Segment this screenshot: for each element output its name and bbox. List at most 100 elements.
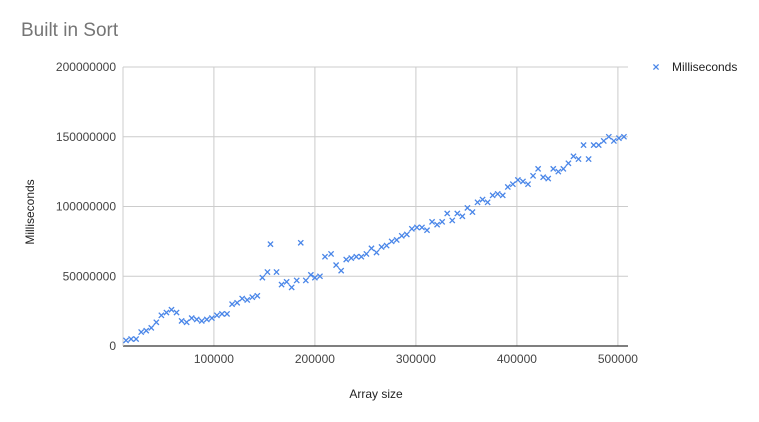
grid-lines (123, 66, 628, 346)
tick-labels: 0 50000000 100000000 150000000 200000000 1000… (56, 60, 638, 366)
data-point (307, 271, 314, 278)
data-point (434, 221, 441, 228)
data-point (333, 262, 340, 269)
data-point (600, 137, 607, 144)
data-point (489, 192, 496, 199)
data-point (550, 165, 557, 172)
data-point (128, 335, 135, 343)
data-point (122, 337, 130, 344)
data-point (328, 250, 335, 257)
data-point (398, 232, 405, 239)
data-points (122, 133, 628, 344)
data-point (378, 243, 385, 251)
data-point (383, 242, 390, 249)
data-point (570, 153, 577, 160)
data-point (213, 312, 220, 319)
data-point (393, 236, 400, 244)
y-tick-label: 150000000 (56, 130, 116, 144)
y-axis-label: Milliseconds (23, 179, 37, 244)
data-point (229, 301, 236, 308)
data-point (575, 156, 582, 163)
data-point (198, 317, 205, 324)
data-point (153, 319, 160, 326)
data-point (249, 294, 256, 301)
data-point (418, 224, 426, 231)
data-point (234, 299, 241, 306)
data-point (223, 310, 231, 317)
data-point (373, 249, 380, 256)
x-tick-label: 300000 (396, 352, 436, 366)
data-point (388, 238, 395, 245)
data-point (530, 172, 537, 179)
x-axis-label: Array size (349, 387, 403, 401)
legend-marker-icon (652, 63, 660, 71)
data-point (403, 231, 410, 238)
y-tick-label: 100000000 (56, 200, 116, 214)
data-point (449, 217, 456, 224)
data-point (133, 335, 140, 343)
data-point (218, 310, 226, 317)
data-point (504, 183, 511, 191)
data-point (343, 256, 350, 263)
x-tick-label: 200000 (295, 352, 335, 366)
data-point (302, 277, 309, 284)
data-point (288, 284, 295, 291)
data-point (143, 327, 150, 334)
data-point (244, 296, 251, 304)
x-tick-label: 500000 (598, 352, 638, 366)
data-point (208, 315, 215, 322)
y-tick-label: 200000000 (56, 60, 116, 74)
data-point (203, 316, 210, 323)
data-point (293, 277, 300, 284)
data-point (363, 250, 370, 257)
data-point (454, 210, 461, 217)
data-point (535, 165, 542, 172)
data-point (321, 253, 329, 260)
data-point (499, 192, 506, 199)
data-point (158, 312, 165, 319)
data-point (413, 224, 420, 231)
data-point (254, 292, 261, 299)
data-point (423, 227, 431, 234)
data-point (239, 295, 246, 302)
legend-x-marker (652, 63, 660, 71)
y-tick-label: 50000000 (63, 269, 117, 283)
data-point (605, 133, 612, 140)
data-point (283, 278, 290, 285)
data-point (615, 135, 622, 142)
data-point (168, 306, 175, 313)
data-point (348, 255, 355, 262)
data-point (148, 324, 155, 331)
data-point (444, 210, 451, 217)
data-point (459, 213, 466, 220)
data-point (514, 176, 521, 184)
legend-entry: Milliseconds (672, 60, 737, 74)
data-point (163, 309, 170, 316)
data-point (368, 245, 375, 252)
axes (122, 67, 628, 347)
y-tick-label: 0 (109, 339, 116, 353)
data-point (353, 253, 360, 260)
data-point (479, 196, 486, 203)
data-point (297, 239, 304, 246)
data-point (469, 209, 476, 216)
data-point (316, 273, 324, 280)
data-point (338, 267, 345, 274)
data-point (173, 309, 180, 316)
data-point (439, 218, 446, 225)
data-point (610, 137, 617, 144)
data-point (138, 328, 145, 336)
data-point (595, 142, 602, 149)
legend: Milliseconds (652, 60, 737, 74)
data-point (484, 199, 491, 206)
data-point (585, 156, 592, 163)
data-point (178, 317, 185, 324)
data-point (519, 178, 527, 185)
data-point (264, 269, 271, 276)
data-point (524, 181, 532, 188)
data-point (464, 204, 471, 211)
data-point (580, 142, 587, 149)
data-point (590, 142, 597, 149)
data-point (273, 269, 280, 276)
